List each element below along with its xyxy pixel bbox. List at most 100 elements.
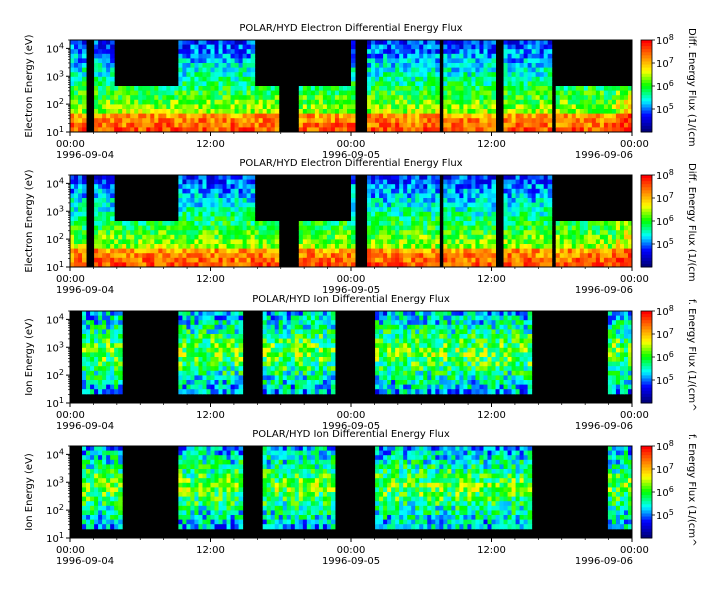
spectrogram-cell [274,239,280,245]
spectrogram-cell [543,207,549,213]
spectrogram-cell [210,193,216,199]
spectrogram-cell [523,184,529,190]
spectrogram-cell [102,357,107,363]
spectrogram-cell [162,225,167,231]
spectrogram-cell [431,253,436,259]
spectrogram-cell [178,343,183,349]
spectrogram-cell [379,86,384,92]
spectrogram-cell [326,221,332,227]
spectrogram-cell [415,262,420,268]
spectrogram-cell [238,329,244,335]
spectrogram-cell [387,95,392,101]
spectrogram-cell [266,104,272,110]
spectrogram-cell [587,118,593,124]
spectrogram-cell [455,95,460,101]
spectrogram-cell [383,175,388,181]
spectrogram-cell [82,234,87,240]
spectrogram-cell [194,76,199,82]
spectrogram-cell [395,104,400,110]
spectrogram-cell [395,253,400,259]
spectrogram-cell [427,230,432,236]
spectrogram-cell [114,257,119,263]
spectrogram-cell [214,67,220,73]
spectrogram-cell [206,63,211,69]
spectrogram-cell [403,248,408,254]
spectrogram-cell [427,239,432,245]
spectrogram-cell [346,122,352,128]
spectrogram-cell [395,40,400,46]
spectrogram-cell [487,49,492,55]
spectrogram-cell [447,72,452,78]
spectrogram-cell [310,257,316,263]
spectrogram-cell [539,81,545,87]
spectrogram-cell [391,225,396,231]
spectrogram-cell [367,211,372,217]
spectrogram-cell [238,334,244,340]
spectrogram-cell [178,211,183,217]
spectrogram-cell [527,248,533,254]
spectrogram-cell [519,95,525,101]
spectrogram-cell [182,179,187,185]
spectrogram-cell [407,184,412,190]
spectrogram-cell [415,179,420,185]
spectrogram-cell [234,338,240,344]
spectrogram-cell [447,113,452,119]
x-tick-label: 00:00 [337,274,366,285]
spectrogram-cell [391,104,396,110]
spectrogram-cell [507,188,513,194]
spectrogram-cell [202,188,207,194]
spectrogram-cell [411,230,416,236]
spectrogram-cell [250,221,256,227]
spectrogram-cell [86,343,91,349]
spectrogram-cell [318,113,324,119]
spectrogram-cell [126,221,131,227]
spectrogram-cell [587,239,593,245]
spectrogram-cell [479,58,484,64]
spectrogram-cell [238,343,244,349]
spectrogram-cell [114,324,119,330]
spectrogram-cell [479,122,484,128]
spectrogram-cell [118,366,123,372]
spectrogram-cell [383,198,388,204]
spectrogram-cell [334,109,340,115]
spectrogram-cell [306,225,312,231]
spectrogram-cell [78,230,83,236]
spectrogram-cell [351,207,356,213]
spectrogram-cell [391,193,396,199]
spectrogram-cell [202,257,207,263]
spectrogram-cell [603,230,609,236]
spectrogram-cell [130,95,135,101]
spectrogram-cell [535,86,541,92]
spectrogram-cell [94,122,99,128]
spectrogram-cell [559,99,565,105]
spectrogram-cell [483,44,488,50]
spectrogram-cell [242,49,248,55]
spectrogram-cell [250,239,256,245]
spectrogram-cell [475,122,480,128]
spectrogram-cell [375,202,380,208]
spectrogram-cell [78,244,83,250]
spectrogram-cell [387,188,392,194]
spectrogram-cell [74,81,79,87]
spectrogram-cell [627,86,633,92]
spectrogram-cell [459,72,464,78]
spectrogram-cell [547,81,553,87]
spectrogram-cell [475,95,480,101]
spectrogram-cell [467,253,472,259]
spectrogram-cell [238,63,244,69]
spectrogram-cell [266,239,272,245]
spectrogram-cell [82,53,87,59]
spectrogram-cell [198,113,203,119]
colorbar-segment [641,205,652,210]
spectrogram-cell [274,95,280,101]
spectrogram-cell [266,361,272,367]
spectrogram-cell [230,366,236,372]
spectrogram-cell [575,262,581,268]
spectrogram-cell [351,44,356,50]
spectrogram-cell [194,90,199,96]
spectrogram-cell [90,361,95,367]
spectrogram-cell [218,53,224,59]
spectrogram-cell [322,352,328,358]
spectrogram-cell [142,244,147,250]
spectrogram-cell [367,248,372,254]
